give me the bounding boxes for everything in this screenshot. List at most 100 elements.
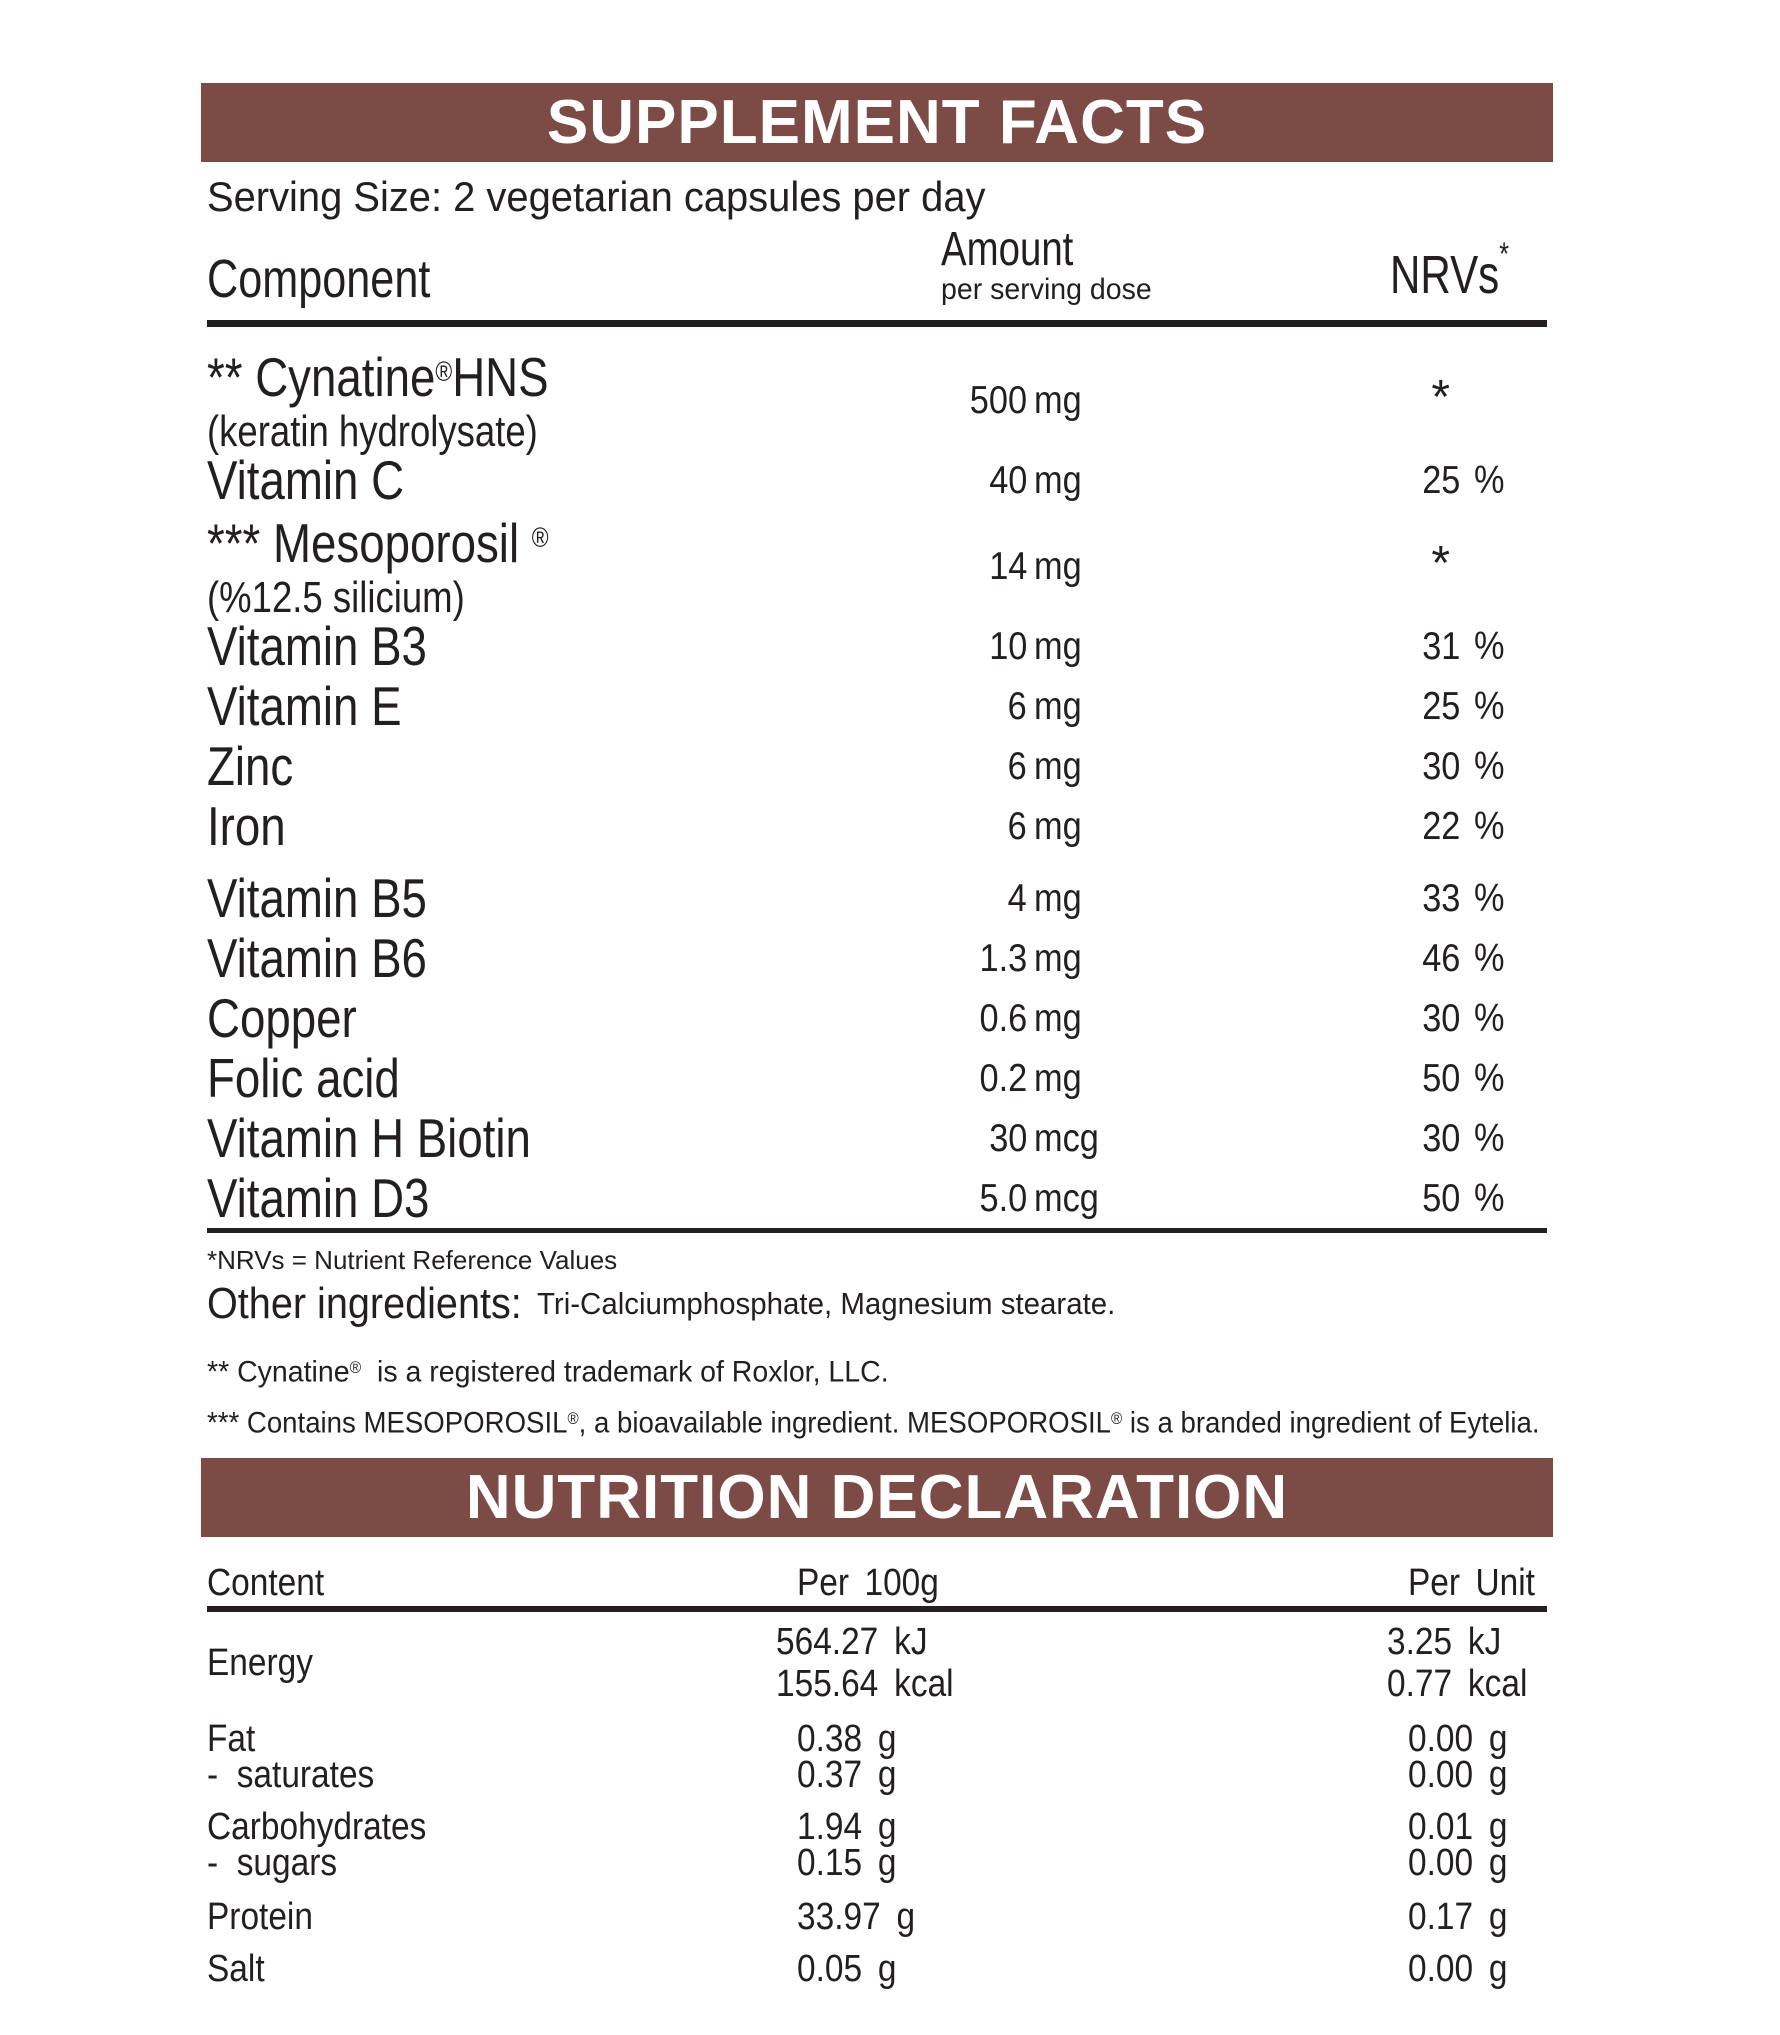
nrv-unit: % xyxy=(1474,624,1505,668)
per-unit-cell: 0.00 g xyxy=(1408,1841,1547,1884)
nrv-unit: % xyxy=(1474,876,1505,920)
per-unit-unit: kJ xyxy=(1468,1620,1502,1663)
component-cell: Vitamin C xyxy=(207,452,907,508)
component-cell: Folic acid xyxy=(207,1050,907,1106)
per-100g-cell: 0.05 g xyxy=(797,1950,1408,1988)
nrv-value: 50 xyxy=(1421,1176,1460,1220)
label-content: SUPPLEMENT FACTS Serving Size: 2 vegetar… xyxy=(201,0,1553,1990)
amount-unit: mg xyxy=(1034,378,1082,422)
component-cell: Vitamin D3 xyxy=(207,1170,907,1226)
component-name: Vitamin B6 xyxy=(207,926,427,989)
per-100g-unit: g xyxy=(877,1753,897,1796)
nrv-value: 30 xyxy=(1421,1116,1460,1160)
component-name: Vitamin B3 xyxy=(207,614,427,677)
table-row: Vitamin C 40 mg 25% xyxy=(207,450,1547,510)
nutrition-declaration-table: Energy 564.27 kJ 3.25 kJ 155.64 kcal 0.77 kcal Fa… xyxy=(207,1621,1547,1990)
component-name: Iron xyxy=(207,794,286,857)
per-unit-cell: 0.17 g xyxy=(1408,1898,1547,1936)
component-cell: Vitamin B3 xyxy=(207,614,907,677)
amount-unit: mg xyxy=(1034,936,1082,980)
component-name: ** Cynatine®HNS xyxy=(207,346,549,409)
supplement-facts-section: SUPPLEMENT FACTS Serving Size: 2 vegetar… xyxy=(201,83,1553,1440)
header-divider xyxy=(207,320,1547,327)
per-unit-unit: g xyxy=(1488,1841,1508,1884)
nrv-unit: % xyxy=(1474,1056,1505,1100)
column-header-per-100g: Per 100g xyxy=(797,1561,939,1604)
nutrition-table-header: Content Per 100g Per Unit xyxy=(207,1563,1547,1603)
amount-unit: mg xyxy=(1034,744,1082,788)
nrv-unit: % xyxy=(1474,458,1505,502)
component-name: Zinc xyxy=(207,734,294,797)
per-100g-cell: 33.97 g xyxy=(797,1895,1408,1938)
per-unit-cell: 3.25 kJ xyxy=(1387,1620,1547,1663)
per-100g-cell: 0.15 g xyxy=(797,1844,1408,1882)
per-100g-unit: g xyxy=(896,1895,916,1938)
content-label: Salt xyxy=(207,1947,265,1990)
mesoporosil-note: *** Contains MESOPOROSIL®, a bioavailabl… xyxy=(207,1406,1540,1440)
amount-value: 500 xyxy=(969,378,1027,422)
nrv-unit: % xyxy=(1474,744,1505,788)
amount-value: 6 xyxy=(1007,804,1027,848)
table-bottom-divider xyxy=(207,1228,1547,1233)
column-header-nrvs: NRVs* xyxy=(1390,236,1509,305)
component-cell: *** Mesoporosil ® (%12.5 silicium) xyxy=(207,510,907,622)
nrv-unit: % xyxy=(1474,804,1505,848)
amount-value: 0.2 xyxy=(979,1056,1027,1100)
component-cell: ** Cynatine®HNS (keratin hydrolysate) xyxy=(207,344,907,456)
table-row: Fat 0.38 g 0.00 g xyxy=(207,1717,1547,1760)
amount-unit: mg xyxy=(1034,684,1082,728)
other-ingredients-label: Other ingredients: xyxy=(207,1279,522,1328)
supplement-facts-banner: SUPPLEMENT FACTS xyxy=(201,83,1553,162)
per-unit-unit: g xyxy=(1488,1717,1508,1760)
nrv-value: 22 xyxy=(1421,804,1460,848)
table-row: Vitamin H Biotin 30 mcg 30% xyxy=(207,1108,1547,1168)
table-row: Vitamin E 6 mg 25% xyxy=(207,676,1547,736)
amount-value: 0.6 xyxy=(979,996,1027,1040)
per-unit-value: 0.01 xyxy=(1408,1805,1474,1848)
nrv-value: * xyxy=(1431,536,1450,590)
table-row: - sugars 0.15 g 0.00 g xyxy=(207,1841,1547,1884)
amount-unit: mg xyxy=(1034,1056,1082,1100)
amount-value: 5.0 xyxy=(979,1176,1027,1220)
nrv-unit xyxy=(1460,547,1547,586)
supplement-facts-table: ** Cynatine®HNS (keratin hydrolysate) 500 m… xyxy=(207,344,1547,1228)
table-row: Carbohydrates 1.94 g 0.01 g xyxy=(207,1805,1547,1848)
per-unit-value: 0.00 xyxy=(1408,1753,1474,1796)
table-row: Iron 6 mg 22% xyxy=(207,796,1547,856)
component-name: Vitamin E xyxy=(207,674,402,737)
per-100g-cell: 0.37 g xyxy=(797,1753,1408,1796)
table-row: Copper 0.6 mg 30% xyxy=(207,988,1547,1048)
column-header-per-unit: Per Unit xyxy=(1408,1561,1535,1604)
amount-unit: mg xyxy=(1034,804,1082,848)
per-100g-unit: kcal xyxy=(894,1662,955,1705)
amount-value: 14 xyxy=(988,544,1027,588)
table-row: Vitamin B3 10 mg 31% xyxy=(207,616,1547,676)
per-unit-cell: 0.00 g xyxy=(1408,1717,1547,1760)
per-100g-value: 155.64 xyxy=(776,1662,879,1705)
table-row: Vitamin B6 1.3 mg 46% xyxy=(207,928,1547,988)
table-row: Energy 564.27 kJ 3.25 kJ 155.64 kcal 0.77 kcal xyxy=(207,1621,1547,1705)
amount-value: 30 xyxy=(988,1116,1027,1160)
per-100g-value: 0.37 xyxy=(797,1753,863,1796)
nrv-unit: % xyxy=(1474,1176,1505,1220)
component-cell: Vitamin B6 xyxy=(207,926,907,989)
per-unit-value: 0.77 xyxy=(1387,1662,1453,1705)
content-label: Carbohydrates xyxy=(207,1805,427,1848)
component-cell: Vitamin E xyxy=(207,674,907,737)
per-100g-unit: g xyxy=(877,1805,897,1848)
other-ingredients-line: Other ingredients: Tri-Calciumphosphate,… xyxy=(207,1279,1547,1329)
amount-unit: mg xyxy=(1034,544,1082,588)
per-unit-unit: g xyxy=(1488,1805,1508,1848)
per-unit-unit: g xyxy=(1488,1947,1508,1990)
content-label: - saturates xyxy=(207,1753,375,1796)
nutrition-declaration-banner: NUTRITION DECLARATION xyxy=(201,1457,1553,1537)
table-row: Vitamin D3 5.0 mcg 50% xyxy=(207,1168,1547,1228)
column-header-content: Content xyxy=(207,1561,325,1604)
supplement-table-header: Component Amount per serving dose NRVs* xyxy=(207,220,1547,307)
component-cell: Zinc xyxy=(207,734,907,797)
component-subtext: (keratin hydrolysate) xyxy=(207,407,538,457)
content-label: Fat xyxy=(207,1717,256,1760)
other-ingredients-value: Tri-Calciumphosphate, Magnesium stearate… xyxy=(537,1286,1116,1321)
amount-value: 6 xyxy=(1007,744,1027,788)
